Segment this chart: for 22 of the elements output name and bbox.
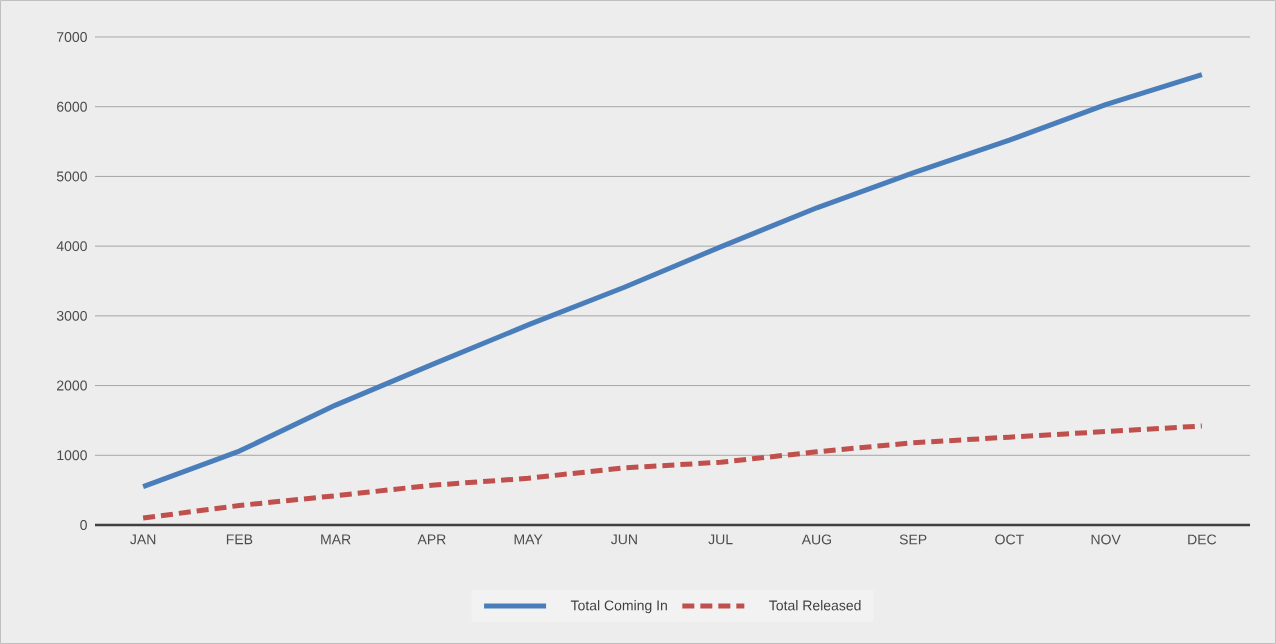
y-tick-label: 7000 [57, 32, 87, 42]
x-tick-label: SEP [899, 534, 927, 545]
y-tick-label: 6000 [57, 101, 87, 112]
y-tick-label: 2000 [57, 380, 87, 391]
x-tick-label: MAR [321, 534, 351, 545]
y-tick-label: 1000 [57, 450, 87, 461]
x-tick-label: APR [417, 534, 446, 545]
x-tick-label: FEB [226, 534, 253, 545]
x-tick-label: JAN [130, 534, 156, 545]
y-tick-label: 4000 [56, 241, 87, 252]
x-tick-label: AUG [801, 534, 831, 545]
x-tick-label: DEC [1188, 534, 1217, 545]
x-tick-label: JUN [610, 534, 637, 545]
x-tick-label: JUL [708, 534, 733, 545]
x-tick-label: NOV [1091, 534, 1121, 545]
x-tick-label: MAY [514, 534, 543, 545]
y-tick-label: 3000 [56, 310, 87, 321]
x-tick-label: OCT [995, 534, 1024, 545]
legend-label: Total Released [769, 600, 861, 611]
legend-label: Total Coming In [570, 600, 667, 614]
y-tick-label: 5000 [56, 171, 87, 182]
y-tick-label: 0 [80, 520, 87, 530]
